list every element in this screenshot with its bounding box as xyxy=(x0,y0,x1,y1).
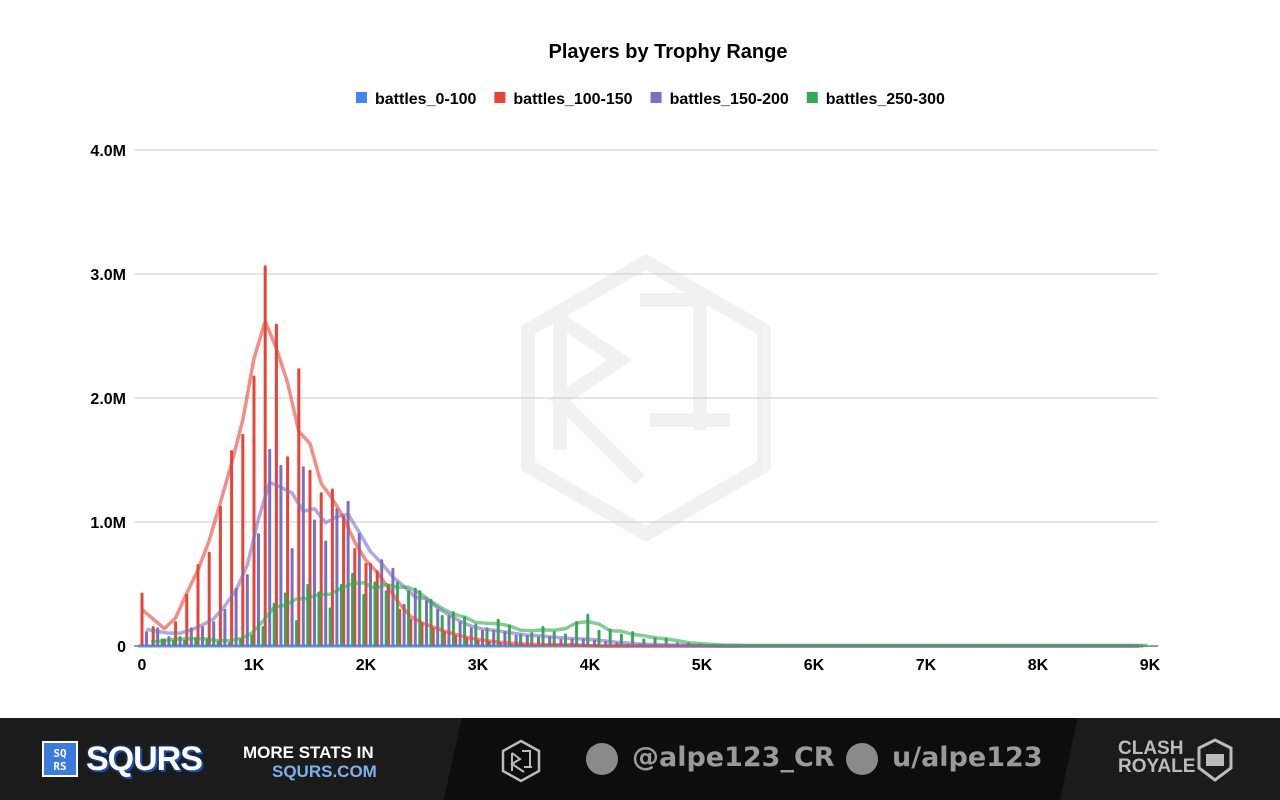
bar-battles_250-300 xyxy=(250,634,254,646)
bar-battles_250-300 xyxy=(339,584,343,646)
bar-battles_250-300 xyxy=(451,611,455,646)
bar-battles_250-300 xyxy=(373,581,377,646)
bar-battles_100-150 xyxy=(252,375,256,646)
chart: Players by Trophy Range battles_0-100 bat… xyxy=(90,41,1160,674)
bar-battles_250-300 xyxy=(407,590,411,646)
bar-battles_250-300 xyxy=(295,619,299,646)
legend-label: battles_100-150 xyxy=(513,91,632,108)
bar-battles_150-200 xyxy=(492,629,496,646)
bar-battles_250-300 xyxy=(317,591,321,646)
x-tick-label: 5K xyxy=(692,657,713,674)
bars xyxy=(140,265,1150,646)
bar-battles_150-200 xyxy=(234,587,238,646)
bar-battles_250-300 xyxy=(283,592,287,646)
bar-battles_150-200 xyxy=(279,464,283,646)
bar-battles_150-200 xyxy=(313,519,316,646)
bar-battles_100-150 xyxy=(218,505,222,646)
reddit-icon xyxy=(846,743,878,775)
bar-battles_100-150 xyxy=(140,592,144,646)
footer-right-panel xyxy=(1060,718,1280,800)
x-tick-label: 2K xyxy=(356,657,377,674)
axes: 0 1.0M 2.0M 3.0M 4.0M 0 1K 2K 3K 4K 5K 6K 7K 8K 9K xyxy=(90,143,1160,674)
bar-battles_250-300 xyxy=(597,629,601,646)
bar-battles_250-300 xyxy=(507,624,511,646)
bar-battles_250-300 xyxy=(306,584,310,646)
bar-battles_150-200 xyxy=(301,466,305,646)
twitter-icon xyxy=(586,743,618,775)
bar-battles_150-200 xyxy=(357,533,361,646)
legend-label: battles_250-300 xyxy=(826,91,945,108)
x-tick-label: 3K xyxy=(468,657,489,674)
x-tick-label: 7K xyxy=(916,657,937,674)
crown-shield-icon xyxy=(1197,738,1233,782)
author-logo-icon xyxy=(501,739,541,783)
x-tick-label: 4K xyxy=(580,657,601,674)
bar-battles_150-200 xyxy=(458,621,462,646)
bar-battles_150-200 xyxy=(413,587,417,646)
legend: battles_0-100 battles_100-150 battles_150-… xyxy=(356,91,945,108)
bar-battles_100-150 xyxy=(196,564,200,646)
squrs-link[interactable]: SQURS.COM xyxy=(272,762,377,781)
bar-battles_150-200 xyxy=(189,627,193,646)
bar-battles_150-200 xyxy=(245,574,249,646)
bar-battles_250-300 xyxy=(463,616,467,646)
legend-label: battles_0-100 xyxy=(375,91,476,108)
bar-battles_100-150 xyxy=(207,551,211,646)
bar-battles_150-200 xyxy=(257,533,260,646)
x-tick-label: 0 xyxy=(138,657,147,674)
legend-swatch xyxy=(494,92,506,103)
bar-battles_250-300 xyxy=(362,593,366,646)
bar-battles_150-200 xyxy=(212,621,216,646)
bar-battles_250-300 xyxy=(418,590,422,646)
bar-battles_250-300 xyxy=(272,602,276,646)
x-tick-label: 1K xyxy=(244,657,265,674)
squrs-brand[interactable]: SQURS xyxy=(86,740,203,778)
bar-battles_250-300 xyxy=(384,590,388,646)
x-tick-label: 8K xyxy=(1028,657,1049,674)
bar-battles_250-300 xyxy=(429,598,433,646)
chart-title: Players by Trophy Range xyxy=(549,41,788,63)
watermark-logo xyxy=(521,253,771,543)
more-stats-label: MORE STATS IN xyxy=(243,743,374,762)
legend-label: battles_150-200 xyxy=(670,91,789,108)
twitter-handle[interactable]: @alpe123_CR xyxy=(632,742,835,773)
bar-battles_150-200 xyxy=(290,548,294,646)
bar-battles_150-200 xyxy=(223,608,227,646)
bar-battles_250-300 xyxy=(328,607,332,646)
squrs-logo-box: SQ RS xyxy=(42,741,78,777)
bar-battles_250-300 xyxy=(586,613,590,646)
bar-battles_100-150 xyxy=(330,488,334,646)
bar-battles_150-200 xyxy=(346,500,350,646)
trendline-battles_250-300 xyxy=(150,581,1148,648)
bar-battles_250-300 xyxy=(395,581,399,646)
bar-battles_150-200 xyxy=(268,448,272,646)
y-tick-label: 1.0M xyxy=(90,515,126,532)
bar-battles_150-200 xyxy=(402,603,406,646)
trendlines xyxy=(138,319,1148,648)
bar-battles_100-150 xyxy=(241,433,245,646)
reddit-handle[interactable]: u/alpe123 xyxy=(892,742,1043,773)
legend-swatch xyxy=(356,92,367,103)
legend-swatch xyxy=(806,92,818,103)
bar-battles_150-200 xyxy=(380,559,384,646)
y-tick-label: 0 xyxy=(117,639,126,656)
bar-battles_150-200 xyxy=(335,508,339,646)
x-tick-label: 9K xyxy=(1140,657,1161,674)
footer: SQ RS SQURS MORE STATS IN SQURS.COM @alp… xyxy=(0,718,1280,800)
bar-battles_250-300 xyxy=(351,572,355,646)
bar-battles_150-200 xyxy=(369,562,372,646)
x-tick-label: 6K xyxy=(804,657,825,674)
bar-battles_150-200 xyxy=(481,629,484,646)
y-tick-label: 2.0M xyxy=(90,391,126,408)
clash-royale-logo: CLASH ROYALE xyxy=(1118,738,1196,777)
bar-battles_150-200 xyxy=(201,626,204,646)
legend-swatch xyxy=(650,92,662,103)
bar-battles_250-300 xyxy=(261,626,265,646)
bar-battles_100-150 xyxy=(263,265,267,646)
y-tick-label: 4.0M xyxy=(90,143,126,160)
y-tick-label: 3.0M xyxy=(90,267,126,284)
bar-battles_150-200 xyxy=(447,615,451,646)
bar-battles_100-150 xyxy=(230,450,234,646)
bar-battles_150-200 xyxy=(145,631,148,646)
